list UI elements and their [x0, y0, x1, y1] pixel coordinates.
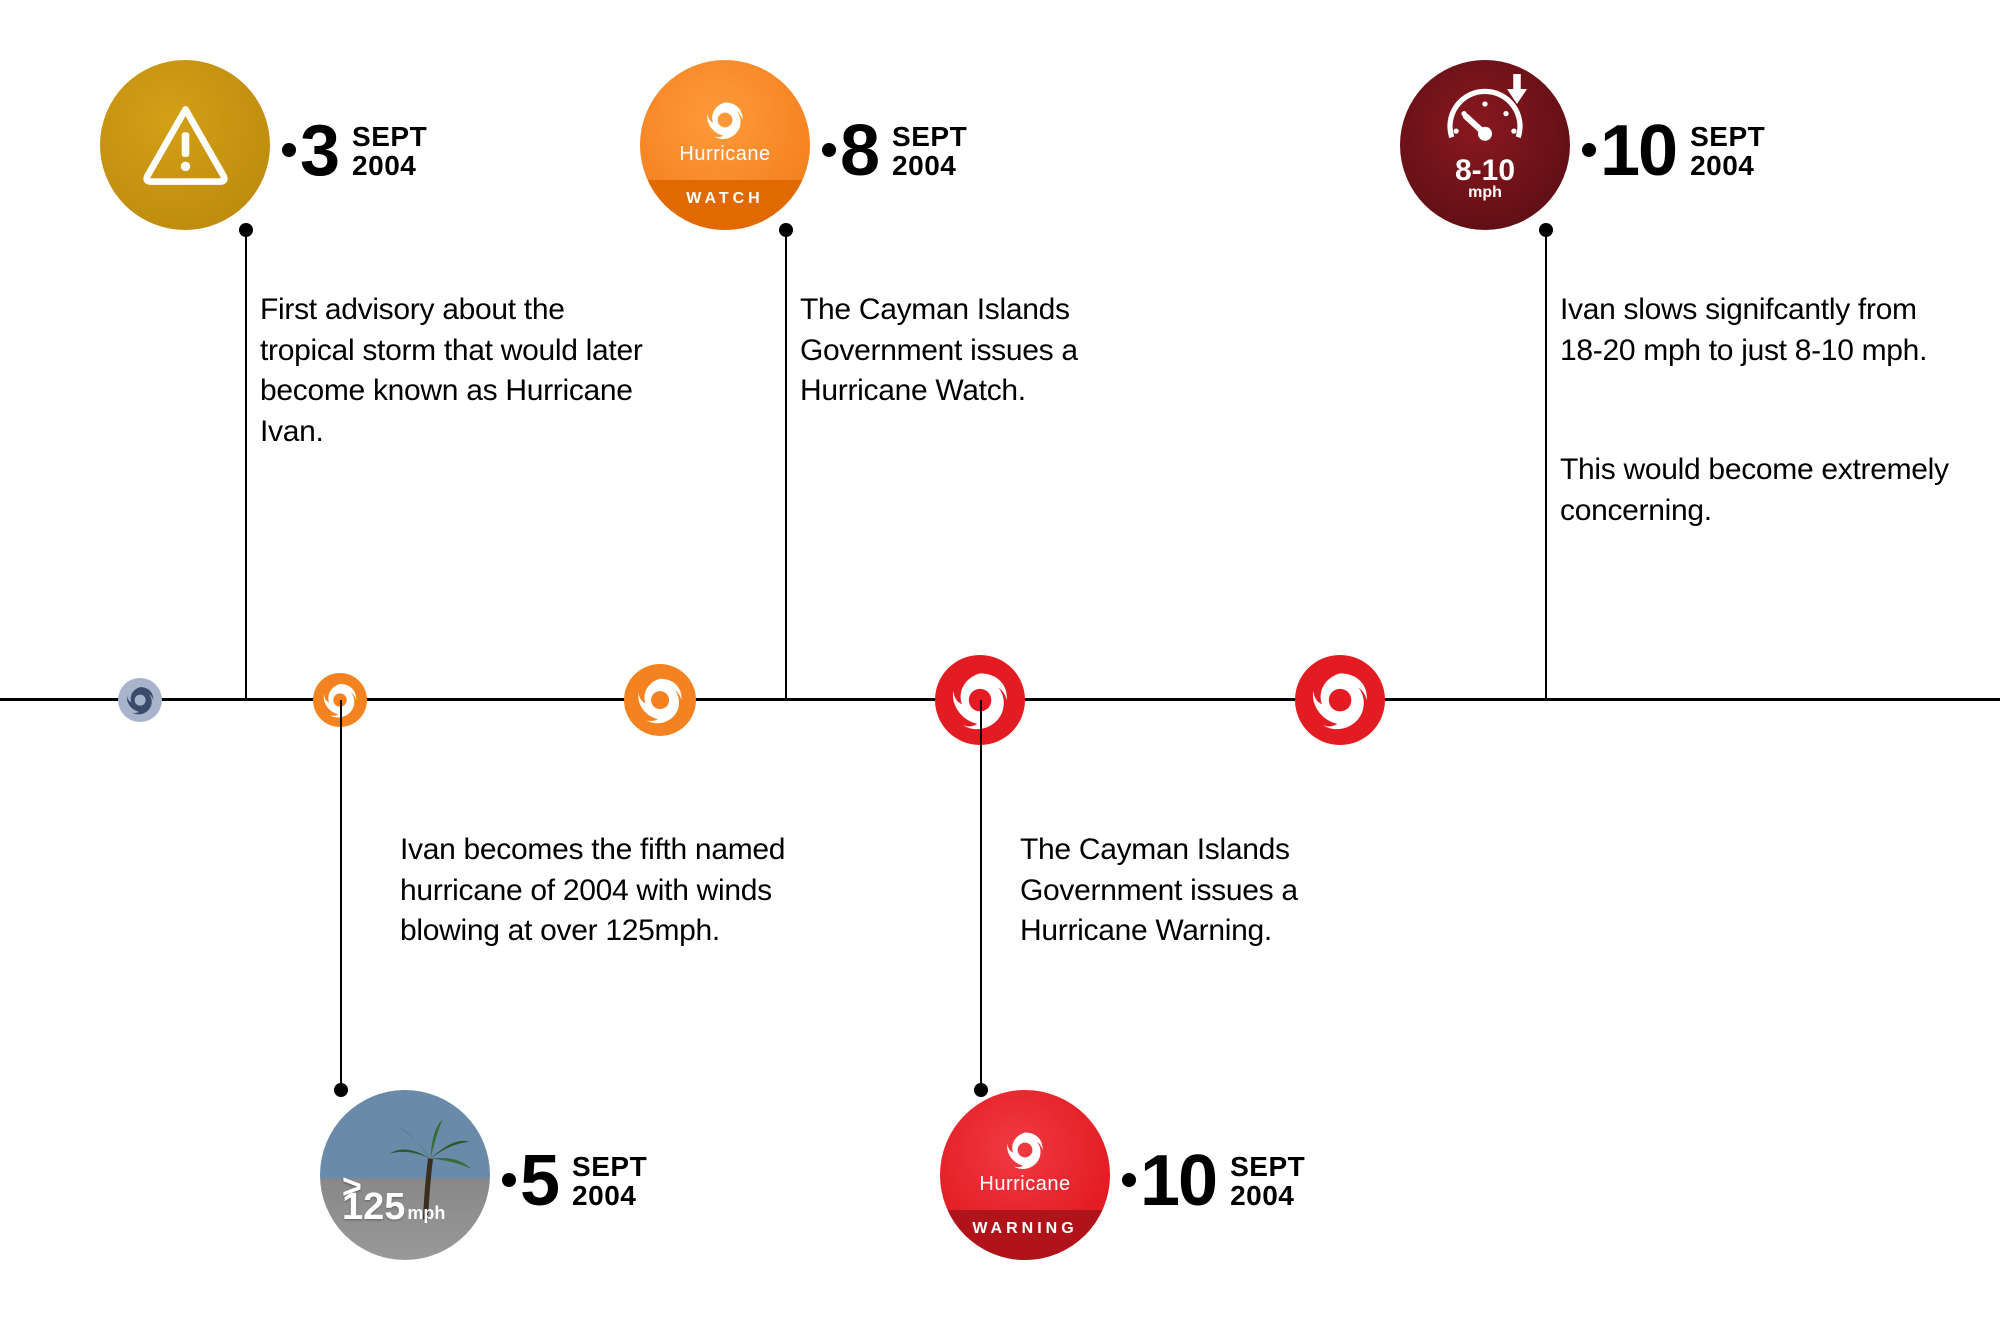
wind-speed-badge: > 125 mph	[320, 1090, 490, 1260]
date-year: 2004	[892, 151, 967, 180]
event-description: The Cayman Islands Government issues a H…	[1020, 830, 1390, 952]
date-dot	[822, 143, 836, 157]
date-dot	[1122, 1173, 1136, 1187]
gauge-badge: 8-10 mph	[1400, 60, 1570, 230]
date-day: 10	[1140, 1140, 1216, 1222]
badge-speed-value: 125	[342, 1190, 405, 1224]
date-year: 2004	[352, 151, 427, 180]
event-description: First advisory about the tropical storm …	[260, 290, 650, 452]
date-block: 8 SEPT 2004	[840, 110, 967, 192]
date-day: 3	[300, 110, 338, 192]
date-block: 5 SEPT 2004	[520, 1140, 647, 1222]
connector-dot	[1539, 223, 1553, 237]
connector-line	[340, 700, 342, 1090]
connector-dot	[779, 223, 793, 237]
badge-speed-value: 8-10	[1455, 154, 1515, 188]
date-dot	[282, 143, 296, 157]
date-dot	[502, 1173, 516, 1187]
connector-dot	[974, 1083, 988, 1097]
badge-tag: WARNING	[940, 1210, 1110, 1260]
date-year: 2004	[1230, 1181, 1305, 1210]
arrow-down-icon	[1504, 74, 1530, 109]
date-dot	[1582, 143, 1596, 157]
badge-label: Hurricane	[679, 143, 770, 166]
badge-speed-unit: mph	[407, 1203, 445, 1224]
connector-dot	[334, 1083, 348, 1097]
date-block: 3 SEPT 2004	[300, 110, 427, 192]
connector-line	[785, 230, 787, 700]
date-year: 2004	[572, 1181, 647, 1210]
event-description: Ivan slows signifcantly from 18-20 mph t…	[1560, 290, 1960, 371]
date-day: 8	[840, 110, 878, 192]
timeline-marker-2	[624, 664, 696, 736]
date-year: 2004	[1690, 151, 1765, 180]
date-month: SEPT	[892, 122, 967, 151]
connector-line	[1545, 230, 1547, 700]
connector-line	[980, 700, 982, 1090]
date-month: SEPT	[352, 122, 427, 151]
date-day: 5	[520, 1140, 558, 1222]
date-month: SEPT	[1230, 1152, 1305, 1181]
event-description: The Cayman Islands Government issues a H…	[800, 290, 1170, 412]
badge-speed-unit: mph	[1468, 184, 1502, 202]
hurricane-watch-badge: Hurricane WATCH	[640, 60, 810, 230]
connector-line	[245, 230, 247, 700]
event-description-2: This would become extremely concerning.	[1560, 450, 1960, 531]
timeline-marker-0	[118, 678, 162, 722]
hurricane-warning-badge: Hurricane WARNING	[940, 1090, 1110, 1260]
connector-dot	[239, 223, 253, 237]
date-month: SEPT	[572, 1152, 647, 1181]
date-block: 10 SEPT 2004	[1600, 110, 1765, 192]
date-month: SEPT	[1690, 122, 1765, 151]
warning-triangle-badge	[100, 60, 270, 230]
timeline-marker-4	[1295, 655, 1385, 745]
date-block: 10 SEPT 2004	[1140, 1140, 1305, 1222]
date-day: 10	[1600, 110, 1676, 192]
event-description: Ivan becomes the fifth named hurricane o…	[400, 830, 820, 952]
badge-label: Hurricane	[979, 1173, 1070, 1196]
